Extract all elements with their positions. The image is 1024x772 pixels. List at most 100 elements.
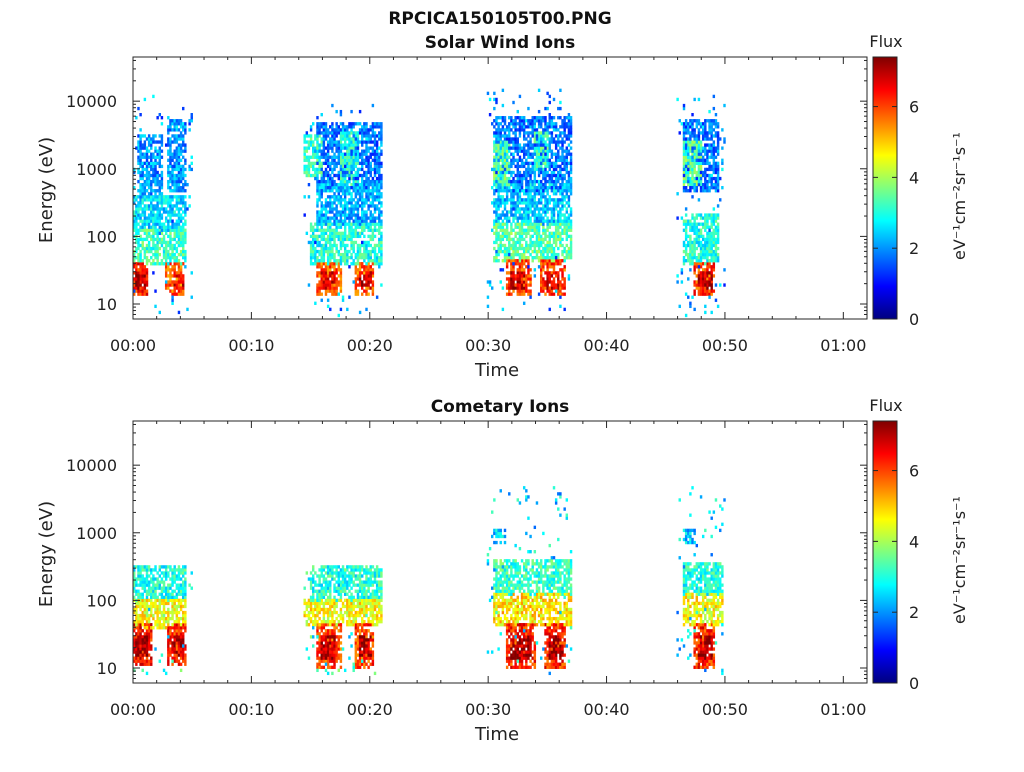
heatmap-cell [340,153,342,156]
heatmap-cell [570,223,572,226]
heatmap-cell [702,235,704,238]
heatmap-cell [506,238,508,241]
heatmap-cell [142,195,144,198]
heatmap-cell [184,146,186,149]
heatmap-cell [365,308,367,311]
heatmap-cell [715,125,717,128]
heatmap-cell [176,165,178,168]
heatmap-cell [370,137,372,140]
heatmap-cell [333,131,335,134]
heatmap-cell [685,238,687,241]
heatmap-cell [566,210,568,213]
heatmap-cell [176,162,178,165]
heatmap-cell [544,107,546,110]
heatmap-cell [559,232,561,235]
heatmap-cell [374,153,376,156]
heatmap-cell [370,195,372,198]
heatmap-cell [495,256,497,259]
heatmap-cell [691,177,693,180]
heatmap-cell [321,125,323,128]
heatmap-cell [553,268,555,271]
heatmap-cell [306,168,308,171]
heatmap-cell [348,165,350,168]
heatmap-cell [495,143,497,146]
heatmap-cell [152,253,154,256]
heatmap-cell [142,162,144,165]
heatmap-cell [306,165,308,168]
heatmap-cell [689,131,691,134]
heatmap-cell [715,168,717,171]
heatmap-cell [171,299,173,302]
heatmap-cell [715,213,717,216]
heatmap-cell [500,280,502,283]
heatmap-cell [310,143,312,146]
heatmap-cell [154,305,156,308]
heatmap-cell [519,128,521,131]
heatmap-cell [698,293,700,296]
heatmap-cell [191,168,193,171]
heatmap-cell [331,128,333,131]
heatmap-cell [144,644,146,647]
heatmap-cell [561,277,563,280]
heatmap-cell [146,247,148,250]
heatmap-cell [696,186,698,189]
heatmap-cell [534,210,536,213]
heatmap-cell [150,638,152,641]
heatmap-cell [176,150,178,153]
heatmap-cell [691,153,693,156]
heatmap-cell [178,262,180,265]
heatmap-cell [504,122,506,125]
heatmap-cell [512,268,514,271]
heatmap-cell [325,162,327,165]
heatmap-cell [182,201,184,204]
heatmap-cell [308,146,310,149]
heatmap-cell [549,150,551,153]
heatmap-cell [570,128,572,131]
heatmap-cell [683,134,685,137]
heatmap-cell [553,250,555,253]
heatmap-cell [355,219,357,222]
heatmap-cell [531,195,533,198]
heatmap-cell [525,280,527,283]
heatmap-cell [331,238,333,241]
heatmap-cell [698,280,700,283]
heatmap-cell [184,235,186,238]
heatmap-cell [312,165,314,168]
heatmap-cell [150,146,152,149]
heatmap-cell [506,150,508,153]
heatmap-cell [544,207,546,210]
heatmap-cell [700,189,702,192]
heatmap-cell [523,201,525,204]
heatmap-cell [502,195,504,198]
heatmap-cell [693,137,695,140]
heatmap-cell [557,210,559,213]
heatmap-cell [331,204,333,207]
heatmap-cell [546,280,548,283]
heatmap-cell [344,131,346,134]
heatmap-cell [525,289,527,292]
heatmap-cell [357,162,359,165]
heatmap-cell [152,137,154,140]
heatmap-cell [510,280,512,283]
heatmap-cell [563,250,565,253]
heatmap-cell [150,198,152,201]
heatmap-cell [144,247,146,250]
x-tick-label: 00:50 [702,336,748,355]
heatmap-cell [553,216,555,219]
heatmap-cell [704,134,706,137]
heatmap-cell [161,259,163,262]
heatmap-cell [713,241,715,244]
heatmap-cell [691,216,693,219]
heatmap-cell [506,293,508,296]
heatmap-cell [521,256,523,259]
heatmap-cell [167,204,169,207]
heatmap-cell [144,647,146,650]
heatmap-cell [156,204,158,207]
heatmap-cell [698,156,700,159]
heatmap-cell [374,219,376,222]
heatmap-cell [534,244,536,247]
heatmap-cell [534,229,536,232]
heatmap-cell [553,259,555,262]
heatmap-cell [378,137,380,140]
